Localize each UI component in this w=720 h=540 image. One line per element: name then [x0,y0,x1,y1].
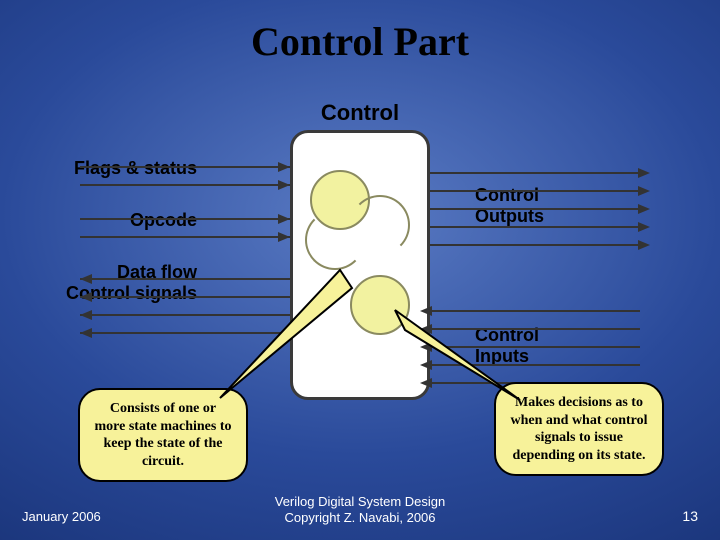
footer-page-number: 13 [682,508,698,524]
callout-pointers [0,0,720,540]
diagram-stage: Control Flags & status Opcode Data flow … [0,0,720,540]
footer-line2: Copyright Z. Navabi, 2006 [284,510,435,525]
footer-credit: Verilog Digital System Design Copyright … [0,494,720,527]
footer-line1: Verilog Digital System Design [275,494,446,509]
